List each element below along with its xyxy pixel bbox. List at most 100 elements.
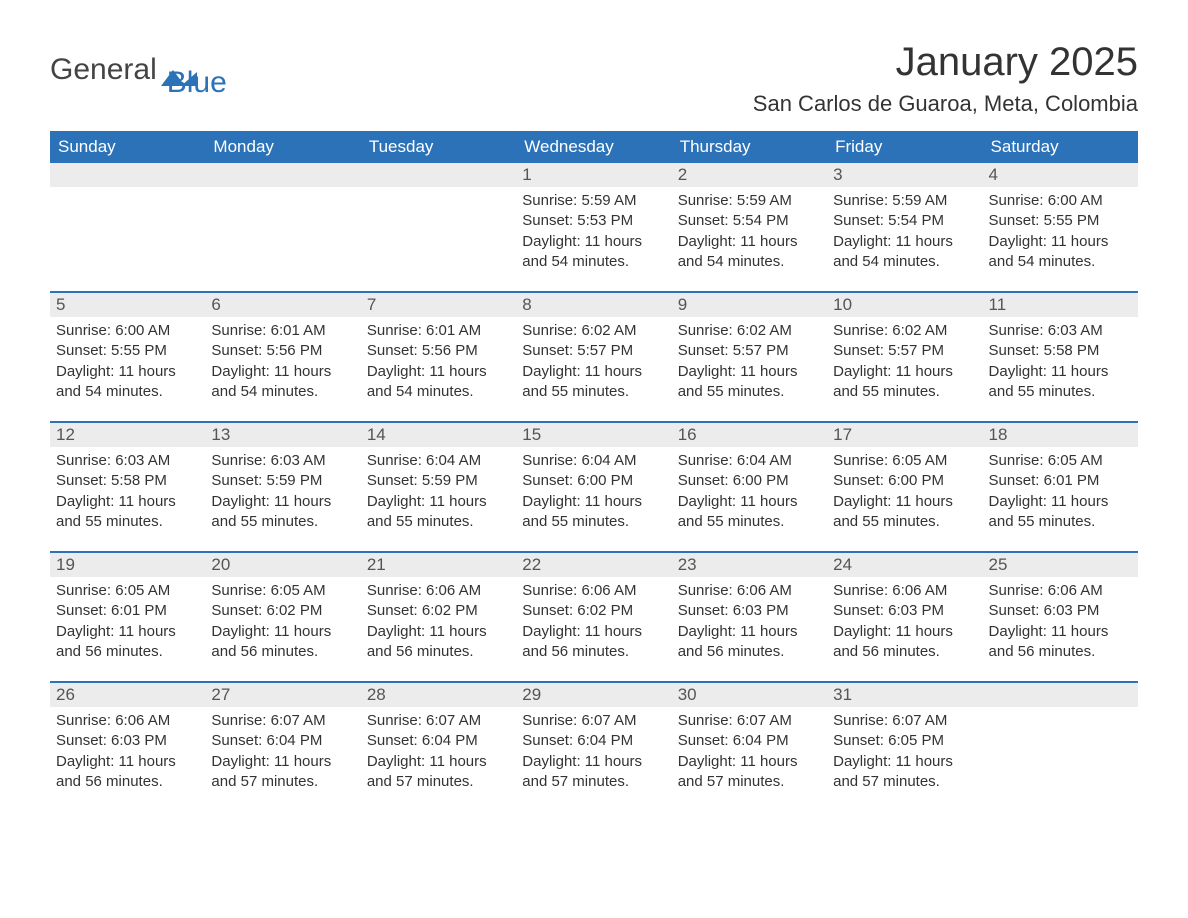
day-cell-31: 31Sunrise: 6:07 AMSunset: 6:05 PMDayligh… [827, 683, 982, 811]
day-body: Sunrise: 6:06 AMSunset: 6:03 PMDaylight:… [672, 577, 827, 672]
sunset-line: Sunset: 6:03 PM [989, 601, 1132, 621]
sunset-line: Sunset: 6:02 PM [367, 601, 510, 621]
day-body: Sunrise: 6:06 AMSunset: 6:03 PMDaylight:… [50, 707, 205, 802]
daylight-line: Daylight: 11 hours and 56 minutes. [989, 622, 1132, 663]
sunrise-line: Sunrise: 6:03 AM [56, 451, 199, 471]
day-body: Sunrise: 6:04 AMSunset: 6:00 PMDaylight:… [516, 447, 671, 542]
sunrise-line: Sunrise: 6:05 AM [833, 451, 976, 471]
day-body: Sunrise: 6:00 AMSunset: 5:55 PMDaylight:… [983, 187, 1138, 282]
day-number: 23 [672, 553, 827, 577]
daylight-line: Daylight: 11 hours and 54 minutes. [833, 232, 976, 273]
day-body: Sunrise: 6:03 AMSunset: 5:58 PMDaylight:… [983, 317, 1138, 412]
day-cell-29: 29Sunrise: 6:07 AMSunset: 6:04 PMDayligh… [516, 683, 671, 811]
sunrise-line: Sunrise: 6:02 AM [678, 321, 821, 341]
sunrise-line: Sunrise: 6:05 AM [56, 581, 199, 601]
day-number: 4 [983, 163, 1138, 187]
sunset-line: Sunset: 6:04 PM [678, 731, 821, 751]
weekday-friday: Friday [827, 131, 982, 163]
week-row: 19Sunrise: 6:05 AMSunset: 6:01 PMDayligh… [50, 551, 1138, 681]
daylight-line: Daylight: 11 hours and 56 minutes. [211, 622, 354, 663]
sunrise-line: Sunrise: 6:05 AM [989, 451, 1132, 471]
sunset-line: Sunset: 6:03 PM [678, 601, 821, 621]
daylight-line: Daylight: 11 hours and 57 minutes. [678, 752, 821, 793]
day-cell-24: 24Sunrise: 6:06 AMSunset: 6:03 PMDayligh… [827, 553, 982, 681]
day-body: Sunrise: 6:05 AMSunset: 6:01 PMDaylight:… [983, 447, 1138, 542]
sunset-line: Sunset: 6:04 PM [522, 731, 665, 751]
daylight-line: Daylight: 11 hours and 56 minutes. [56, 752, 199, 793]
sunset-line: Sunset: 6:01 PM [989, 471, 1132, 491]
sunset-line: Sunset: 5:59 PM [367, 471, 510, 491]
daylight-line: Daylight: 11 hours and 56 minutes. [56, 622, 199, 663]
day-cell-10: 10Sunrise: 6:02 AMSunset: 5:57 PMDayligh… [827, 293, 982, 421]
day-number: 13 [205, 423, 360, 447]
daylight-line: Daylight: 11 hours and 55 minutes. [678, 492, 821, 533]
day-number: 29 [516, 683, 671, 707]
sunrise-line: Sunrise: 6:01 AM [211, 321, 354, 341]
day-number: 28 [361, 683, 516, 707]
empty-cell: . [361, 163, 516, 291]
sunrise-line: Sunrise: 6:07 AM [833, 711, 976, 731]
day-cell-4: 4Sunrise: 6:00 AMSunset: 5:55 PMDaylight… [983, 163, 1138, 291]
day-body: Sunrise: 5:59 AMSunset: 5:54 PMDaylight:… [672, 187, 827, 282]
sunrise-line: Sunrise: 6:04 AM [522, 451, 665, 471]
sunset-line: Sunset: 5:54 PM [678, 211, 821, 231]
day-cell-27: 27Sunrise: 6:07 AMSunset: 6:04 PMDayligh… [205, 683, 360, 811]
day-number: 21 [361, 553, 516, 577]
daylight-line: Daylight: 11 hours and 55 minutes. [56, 492, 199, 533]
sunset-line: Sunset: 5:56 PM [211, 341, 354, 361]
sunrise-line: Sunrise: 5:59 AM [522, 191, 665, 211]
day-number: 20 [205, 553, 360, 577]
day-number: . [205, 163, 360, 187]
day-number: 22 [516, 553, 671, 577]
sunrise-line: Sunrise: 6:00 AM [56, 321, 199, 341]
day-number: 11 [983, 293, 1138, 317]
month-title: January 2025 [753, 40, 1138, 85]
calendar: SundayMondayTuesdayWednesdayThursdayFrid… [50, 131, 1138, 811]
sunset-line: Sunset: 5:58 PM [989, 341, 1132, 361]
day-cell-19: 19Sunrise: 6:05 AMSunset: 6:01 PMDayligh… [50, 553, 205, 681]
day-number: 12 [50, 423, 205, 447]
day-cell-26: 26Sunrise: 6:06 AMSunset: 6:03 PMDayligh… [50, 683, 205, 811]
weekday-thursday: Thursday [672, 131, 827, 163]
day-body: Sunrise: 6:00 AMSunset: 5:55 PMDaylight:… [50, 317, 205, 412]
title-block: January 2025 San Carlos de Guaroa, Meta,… [753, 40, 1138, 127]
empty-cell: . [50, 163, 205, 291]
logo-word1: General [50, 53, 157, 87]
sunrise-line: Sunrise: 6:06 AM [522, 581, 665, 601]
day-body: Sunrise: 6:01 AMSunset: 5:56 PMDaylight:… [361, 317, 516, 412]
day-number: 27 [205, 683, 360, 707]
sunrise-line: Sunrise: 6:07 AM [211, 711, 354, 731]
sunrise-line: Sunrise: 6:07 AM [678, 711, 821, 731]
day-cell-7: 7Sunrise: 6:01 AMSunset: 5:56 PMDaylight… [361, 293, 516, 421]
weekday-monday: Monday [205, 131, 360, 163]
day-body: Sunrise: 6:06 AMSunset: 6:03 PMDaylight:… [827, 577, 982, 672]
sunrise-line: Sunrise: 5:59 AM [833, 191, 976, 211]
day-cell-18: 18Sunrise: 6:05 AMSunset: 6:01 PMDayligh… [983, 423, 1138, 551]
week-row: ...1Sunrise: 5:59 AMSunset: 5:53 PMDayli… [50, 163, 1138, 291]
sunrise-line: Sunrise: 6:05 AM [211, 581, 354, 601]
day-body: Sunrise: 6:04 AMSunset: 6:00 PMDaylight:… [672, 447, 827, 542]
day-number: 2 [672, 163, 827, 187]
day-cell-25: 25Sunrise: 6:06 AMSunset: 6:03 PMDayligh… [983, 553, 1138, 681]
daylight-line: Daylight: 11 hours and 55 minutes. [989, 492, 1132, 533]
sunset-line: Sunset: 6:02 PM [522, 601, 665, 621]
daylight-line: Daylight: 11 hours and 56 minutes. [833, 622, 976, 663]
daylight-line: Daylight: 11 hours and 54 minutes. [522, 232, 665, 273]
day-body: Sunrise: 6:05 AMSunset: 6:01 PMDaylight:… [50, 577, 205, 672]
day-number: . [50, 163, 205, 187]
day-number: 9 [672, 293, 827, 317]
day-cell-6: 6Sunrise: 6:01 AMSunset: 5:56 PMDaylight… [205, 293, 360, 421]
day-number: . [361, 163, 516, 187]
sunset-line: Sunset: 6:05 PM [833, 731, 976, 751]
daylight-line: Daylight: 11 hours and 55 minutes. [211, 492, 354, 533]
sunrise-line: Sunrise: 6:03 AM [989, 321, 1132, 341]
day-number: 8 [516, 293, 671, 317]
sunset-line: Sunset: 5:56 PM [367, 341, 510, 361]
week-row: 26Sunrise: 6:06 AMSunset: 6:03 PMDayligh… [50, 681, 1138, 811]
day-body: Sunrise: 6:07 AMSunset: 6:05 PMDaylight:… [827, 707, 982, 802]
sunset-line: Sunset: 5:57 PM [833, 341, 976, 361]
day-cell-3: 3Sunrise: 5:59 AMSunset: 5:54 PMDaylight… [827, 163, 982, 291]
weekday-header-row: SundayMondayTuesdayWednesdayThursdayFrid… [50, 131, 1138, 163]
day-cell-12: 12Sunrise: 6:03 AMSunset: 5:58 PMDayligh… [50, 423, 205, 551]
sunrise-line: Sunrise: 6:04 AM [678, 451, 821, 471]
